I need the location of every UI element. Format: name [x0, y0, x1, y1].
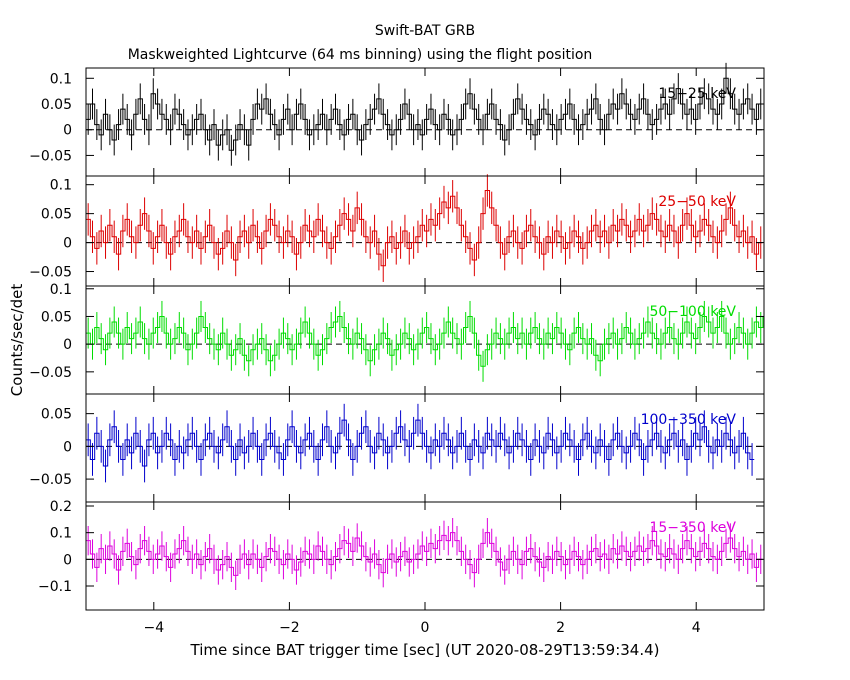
- chart-title: Swift-BAT GRB: [375, 23, 475, 39]
- y-tick-label: 0.1: [50, 178, 72, 194]
- panel-frame: [85, 501, 765, 611]
- energy-band-label: 25−50 keV: [658, 194, 736, 210]
- y-tick-label: 0: [63, 123, 72, 139]
- panels-group: −0.05 0 0.05 0.1 15−25 keV −0.05 0 0.05 0.1 25−50…: [29, 62, 765, 636]
- panel-3: −0.05 0 0.05 100−350 keV: [29, 393, 765, 503]
- lightcurve-series: [86, 189, 763, 267]
- energy-band-label: 15−350 keV: [649, 520, 736, 536]
- x-tick-label: 2: [556, 620, 565, 636]
- y-tick-label: 0: [63, 337, 72, 353]
- y-tick-label: 0: [63, 236, 72, 252]
- energy-band-label: 50−100 keV: [649, 304, 736, 320]
- y-tick-label: 0.1: [50, 282, 72, 298]
- y-tick-label: 0.05: [41, 309, 72, 325]
- panel-2: −0.05 0 0.05 0.1 50−100 keV: [29, 282, 765, 395]
- y-tick-label: 0.05: [41, 407, 72, 423]
- y-tick-label: 0: [63, 552, 72, 568]
- x-tick-label: 4: [692, 620, 701, 636]
- y-tick-label: 0.1: [50, 526, 72, 542]
- panel-4: −0.1 0 0.1 0.2 15−350 keV: [38, 499, 765, 611]
- y-tick-label: 0: [63, 439, 72, 455]
- x-tick-label: −2: [279, 620, 300, 636]
- x-tick-label: −4: [143, 620, 164, 636]
- energy-band-label: 15−25 keV: [658, 86, 736, 102]
- panel-1: −0.05 0 0.05 0.1 25−50 keV: [29, 174, 765, 287]
- y-axis-label: Counts/sec/det: [8, 284, 26, 397]
- y-tick-label: −0.05: [29, 365, 72, 381]
- energy-band-label: 100−350 keV: [641, 412, 737, 428]
- y-tick-label: 0.05: [41, 207, 72, 223]
- y-tick-label: −0.1: [38, 579, 72, 595]
- lightcurve-series: [86, 419, 755, 467]
- x-tick-label: 0: [421, 620, 430, 636]
- y-tick-label: 0.2: [50, 499, 72, 515]
- y-tick-label: −0.05: [29, 472, 72, 488]
- y-tick-label: −0.05: [29, 148, 72, 164]
- y-tick-label: 0.05: [41, 97, 72, 113]
- y-tick-label: 0.1: [50, 71, 72, 87]
- y-tick-label: −0.05: [29, 265, 72, 281]
- lightcurve-series: [86, 532, 763, 576]
- lightcurve-series: [86, 77, 763, 151]
- panel-0: −0.05 0 0.05 0.1 15−25 keV: [29, 62, 765, 177]
- chart-subtitle: Maskweighted Lightcurve (64 ms binning) …: [128, 47, 593, 63]
- x-axis-label: Time since BAT trigger time [sec] (UT 20…: [190, 641, 660, 659]
